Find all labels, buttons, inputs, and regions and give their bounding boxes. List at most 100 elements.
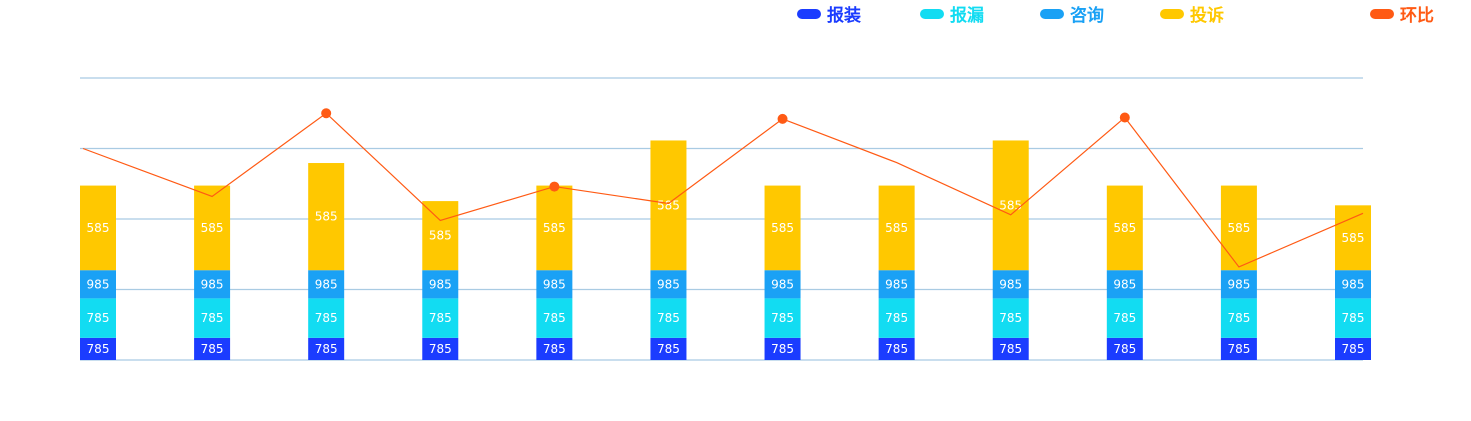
bar-segment: [1220, 337, 1257, 360]
bar-segment: [308, 270, 345, 299]
bar-segment: [422, 201, 459, 271]
ratio-line-layer: [82, 108, 1364, 268]
bar-value-label: 585: [429, 229, 452, 243]
bar-value-label: 785: [657, 311, 680, 325]
bar-segment: [80, 298, 116, 338]
bar-value-label: 785: [1342, 311, 1365, 325]
bar-value-label: 585: [1113, 221, 1136, 235]
bar-segment: [308, 337, 345, 360]
bar-value-label: 785: [885, 311, 908, 325]
bar-value-label: 985: [87, 277, 110, 291]
legend-label: 报漏: [950, 5, 984, 26]
bar-segment: [878, 337, 915, 360]
bar-value-label: 785: [87, 342, 110, 356]
bar-segment: [1335, 337, 1371, 360]
ratio-point: [1119, 112, 1130, 123]
bar-value-label: 985: [771, 277, 794, 291]
legend-swatch: [797, 9, 821, 19]
bar-segment: [422, 298, 459, 338]
bar-value-label: 985: [1227, 277, 1250, 291]
bar-segment: [878, 185, 915, 271]
bar-segment: [1106, 185, 1143, 271]
bar-segment: [308, 163, 345, 271]
ratio-point: [777, 113, 788, 124]
bar-value-label: 985: [657, 277, 680, 291]
bar-segment: [1106, 298, 1143, 338]
bar-value-label: 985: [429, 277, 452, 291]
bar-segment: [1335, 298, 1371, 338]
bar-value-label: 785: [87, 311, 110, 325]
bar-segment: [80, 185, 116, 271]
legend-swatch: [1040, 9, 1064, 19]
bar-value-label: 785: [999, 311, 1022, 325]
bar-segment: [422, 337, 459, 360]
legend-label: 环比: [1400, 5, 1434, 26]
bar-segment: [536, 185, 573, 271]
bar-segment: [194, 185, 231, 271]
legend-label: 报装: [827, 5, 861, 26]
bar-segment: [878, 270, 915, 299]
legend-label: 咨询: [1070, 5, 1104, 26]
bar-segment: [308, 298, 345, 338]
bar-value-label: 585: [771, 221, 794, 235]
legend-swatch: [1160, 9, 1184, 19]
legend-swatch: [1370, 9, 1394, 19]
bar-segment: [536, 298, 573, 338]
bar-value-label: 985: [1113, 277, 1136, 291]
bar-value-label: 785: [543, 311, 566, 325]
bar-segment: [194, 337, 231, 360]
bar-value-label: 785: [315, 311, 338, 325]
bar-segment: [1335, 205, 1371, 271]
bar-value-label: 785: [657, 342, 680, 356]
bar-value-label: 985: [543, 277, 566, 291]
legend-label: 投诉: [1190, 5, 1224, 26]
bar-value-label: 785: [1113, 342, 1136, 356]
bar-value-label: 585: [999, 198, 1022, 212]
bar-value-label: 985: [1342, 277, 1365, 291]
bar-value-label: 785: [771, 311, 794, 325]
bar-segment: [764, 185, 801, 271]
bar-segment: [1106, 270, 1143, 299]
bar-value-label: 785: [999, 342, 1022, 356]
bar-segment: [764, 337, 801, 360]
ratio-point: [321, 108, 332, 119]
bar-segment: [764, 270, 801, 299]
bar-segment: [764, 298, 801, 338]
ratio-line: [82, 112, 1364, 268]
legend-item[interactable]: 报装: [797, 5, 861, 26]
bar-segment: [1106, 337, 1143, 360]
legend-item[interactable]: 报漏: [920, 5, 984, 26]
legend-item[interactable]: 咨询: [1040, 5, 1104, 26]
bar-value-label: 785: [885, 342, 908, 356]
bar-segment: [80, 337, 116, 360]
bar-segment: [422, 270, 459, 299]
bar-segment: [992, 270, 1029, 299]
bar-segment: [992, 337, 1029, 360]
bar-segment: [650, 298, 687, 338]
bar-value-label: 785: [201, 342, 224, 356]
grid-lines: [80, 77, 1363, 361]
bar-value-label: 785: [315, 342, 338, 356]
bar-value-label: 585: [1342, 231, 1365, 245]
bar-value-label: 785: [201, 311, 224, 325]
legend-item[interactable]: 投诉: [1160, 5, 1224, 26]
bar-value-label: 785: [1113, 311, 1136, 325]
bar-value-label: 985: [315, 277, 338, 291]
bar-value-label: 785: [1227, 311, 1250, 325]
bar-value-label: 985: [999, 277, 1022, 291]
bar-value-label: 785: [1227, 342, 1250, 356]
bar-segment: [1220, 298, 1257, 338]
bar-value-label: 785: [429, 342, 452, 356]
bar-value-label: 585: [543, 221, 566, 235]
bar-value-label: 585: [201, 221, 224, 235]
legend-item[interactable]: 环比: [1370, 5, 1434, 26]
bar-segment: [650, 270, 687, 299]
bar-value-label: 985: [885, 277, 908, 291]
legend[interactable]: 报装 报漏 咨询 投诉 环比: [797, 5, 1434, 26]
bar-value-label: 785: [543, 342, 566, 356]
bar-stacks: 785 785 985 585 785 785 985 585 785 785 985 585 785 7…: [80, 140, 1371, 360]
bar-segment: [536, 337, 573, 360]
bar-segment: [1220, 185, 1257, 271]
legend-swatch: [920, 9, 944, 19]
